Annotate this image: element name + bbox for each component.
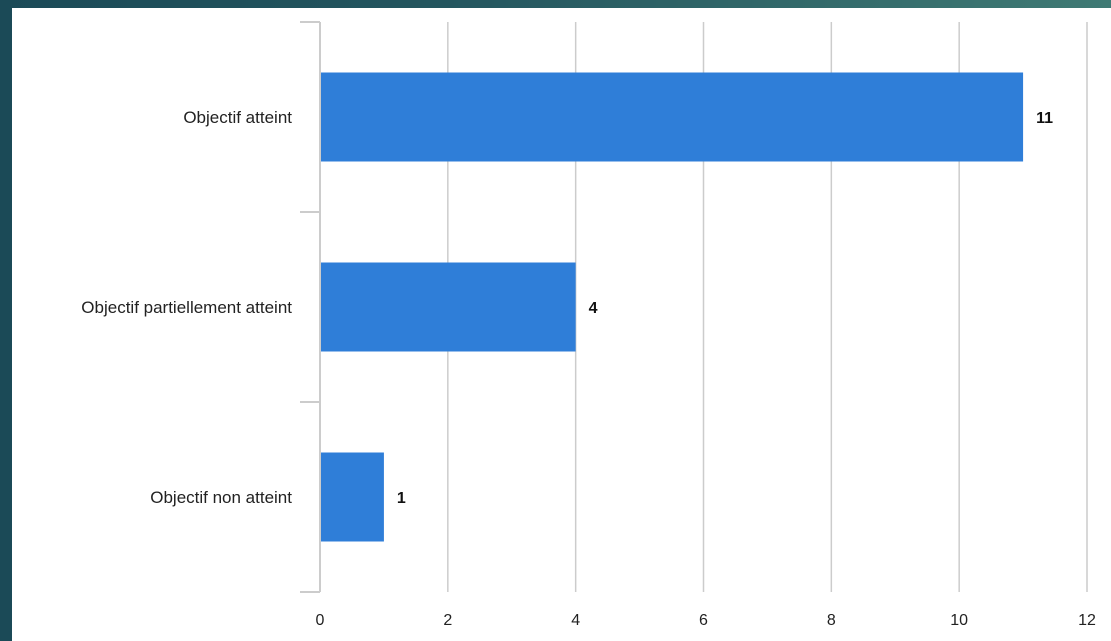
x-tick-label: 4 — [571, 612, 580, 629]
data-label: 4 — [589, 300, 598, 317]
x-tick-label: 10 — [950, 612, 968, 629]
axes — [300, 21, 321, 593]
category-label: Objectif atteint — [183, 108, 292, 127]
x-tick-label: 2 — [443, 612, 452, 629]
bar-2 — [320, 452, 384, 542]
x-tick-label: 6 — [699, 612, 708, 629]
category-label: Objectif partiellement atteint — [81, 298, 292, 317]
data-label: 1 — [397, 490, 406, 507]
bar-1 — [320, 262, 576, 352]
x-tick-label: 8 — [827, 612, 836, 629]
x-tick-label: 12 — [1078, 612, 1096, 629]
x-tick-label: 0 — [316, 612, 325, 629]
labels: Objectif atteint 11 Objectif partiellement… — [81, 108, 1096, 629]
data-label: 11 — [1036, 110, 1053, 127]
bar-0 — [320, 72, 1024, 162]
category-label: Objectif non atteint — [150, 488, 292, 507]
bars — [320, 72, 1024, 542]
